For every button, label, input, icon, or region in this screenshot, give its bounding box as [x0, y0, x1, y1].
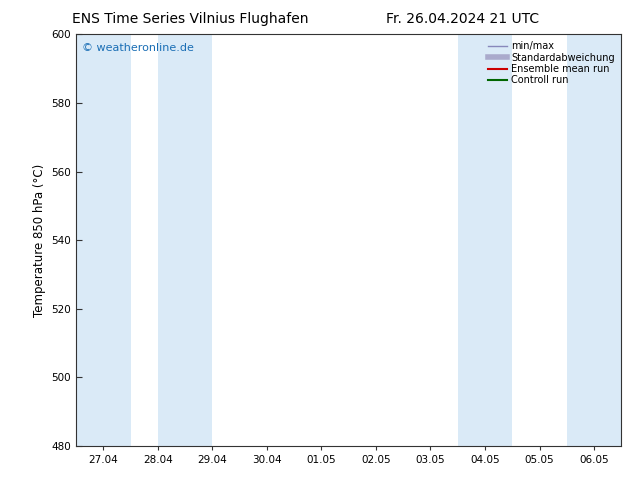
Legend: min/max, Standardabweichung, Ensemble mean run, Controll run: min/max, Standardabweichung, Ensemble me…	[486, 39, 616, 87]
Bar	[567, 34, 621, 446]
Text: ENS Time Series Vilnius Flughafen: ENS Time Series Vilnius Flughafen	[72, 12, 309, 26]
Bar	[158, 34, 212, 446]
Y-axis label: Temperature 850 hPa (°C): Temperature 850 hPa (°C)	[33, 164, 46, 317]
Bar	[458, 34, 512, 446]
Text: Fr. 26.04.2024 21 UTC: Fr. 26.04.2024 21 UTC	[386, 12, 540, 26]
Text: © weatheronline.de: © weatheronline.de	[82, 43, 193, 52]
Bar	[76, 34, 131, 446]
